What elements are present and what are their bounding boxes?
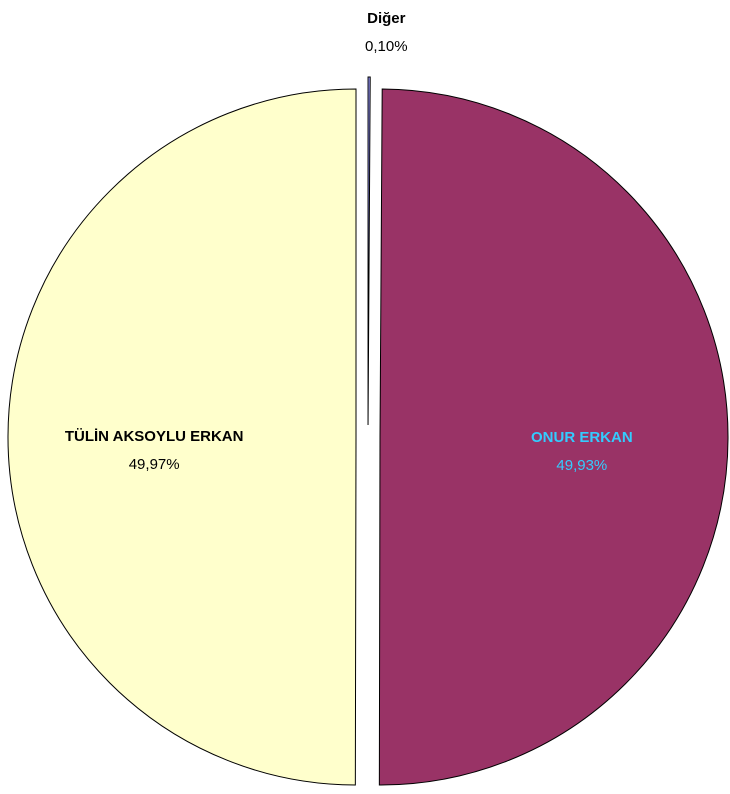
slice-label: Diğer	[367, 10, 406, 27]
slice-value-label: 49,97%	[129, 456, 180, 473]
slice-value-label: 49,93%	[556, 457, 607, 474]
slice-label: ONUR ERKAN	[531, 429, 633, 446]
slice-value-label: 0,10%	[365, 38, 408, 55]
slice-label: TÜLİN AKSOYLU ERKAN	[65, 428, 244, 445]
pie-slice	[7, 88, 357, 786]
pie-slice	[367, 76, 371, 426]
pie-slice	[378, 88, 729, 786]
